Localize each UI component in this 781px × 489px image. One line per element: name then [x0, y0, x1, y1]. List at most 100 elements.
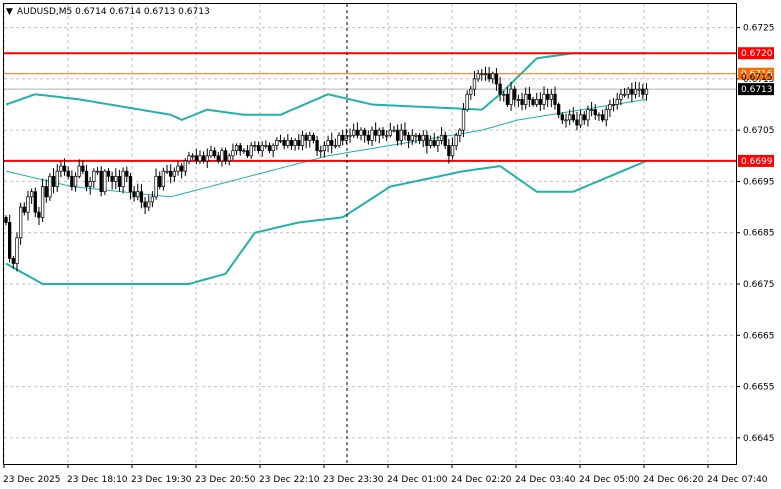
candle-bullish: [458, 129, 462, 136]
candle-bearish: [11, 258, 15, 264]
candle-bullish: [227, 155, 231, 162]
candle-bearish: [51, 175, 56, 187]
candle-bullish: [103, 170, 107, 193]
candle-bullish: [264, 145, 268, 147]
candle-bullish: [150, 196, 155, 203]
candle-bearish: [99, 170, 103, 193]
candle-bullish: [293, 140, 297, 146]
candle-bullish: [95, 170, 100, 173]
x-tick-label: 24 Dec 01:00: [387, 475, 448, 485]
y-tick-label: 0.6705: [743, 126, 775, 136]
level-price-tag: [738, 67, 774, 80]
candle-bullish: [421, 134, 425, 141]
candle-bullish: [278, 140, 283, 142]
current-price-tag: [738, 83, 774, 96]
candle-bullish: [637, 88, 641, 91]
x-tick-label: 23 Dec 18:10: [67, 475, 128, 485]
candle-bullish: [154, 175, 158, 198]
candle-bullish: [253, 145, 257, 147]
candle-bearish: [143, 201, 147, 208]
candle-bullish: [59, 165, 63, 172]
candle-bullish: [516, 99, 521, 101]
candle-bullish: [242, 150, 246, 153]
candle-bearish: [110, 175, 114, 182]
candle-bearish: [553, 93, 557, 105]
candle-bearish: [315, 140, 319, 152]
symbol-dropdown-icon[interactable]: ▼: [6, 7, 13, 17]
x-tick-label: 24 Dec 02:20: [451, 475, 512, 485]
y-tick-label: 0.6645: [743, 434, 775, 444]
candle-bearish: [447, 145, 451, 157]
x-tick-label: 24 Dec 05:00: [579, 475, 640, 485]
candle-bullish: [589, 109, 594, 111]
candle-bullish: [549, 93, 553, 100]
title-group: ▼ AUDUSD,M5 0.6714 0.6714 0.6713 0.6713: [6, 7, 210, 17]
candle-bearish: [132, 191, 136, 198]
candle-bullish: [502, 93, 506, 96]
candle-bullish: [40, 186, 45, 218]
candle-bullish: [615, 99, 619, 105]
candle-bullish: [461, 109, 466, 131]
candle-bullish: [564, 119, 568, 122]
level-price-tag: [738, 47, 774, 60]
bollinger-upper-line: [5, 52, 647, 121]
candle-bullish: [578, 114, 583, 126]
candle-bullish: [183, 160, 187, 172]
candle-bearish: [22, 206, 26, 213]
candle-bearish: [245, 150, 250, 157]
bollinger-lower-line: [5, 159, 647, 285]
y-tick-label: 0.6665: [743, 331, 775, 341]
candle-bullish: [161, 170, 166, 187]
candle-bullish: [29, 191, 34, 198]
candle-bearish: [600, 114, 605, 121]
candle-bearish: [538, 99, 543, 105]
horizontal-levels: [4, 52, 736, 162]
candle-bullish: [480, 73, 484, 76]
candle-bearish: [289, 140, 294, 146]
current-price-label: 0.6713: [741, 85, 773, 95]
x-tick-label: 23 Dec 19:30: [131, 475, 192, 485]
candle-bullish: [348, 134, 352, 137]
candle-bullish: [469, 88, 473, 95]
candle-bullish: [260, 145, 264, 152]
candle-bearish: [363, 129, 367, 136]
candle-bullish: [436, 140, 440, 146]
candle-bullish: [370, 129, 374, 141]
candle-bullish: [542, 93, 546, 105]
candle-bullish: [483, 73, 488, 76]
candle-bullish: [384, 134, 389, 137]
candle-bullish: [476, 73, 480, 80]
candle-bearish: [81, 165, 85, 172]
candle-bearish: [593, 109, 597, 116]
candle-bullish: [209, 150, 213, 157]
candle-bearish: [84, 170, 89, 187]
candle-bullish: [465, 93, 469, 110]
candle-bearish: [571, 114, 575, 121]
candle-bearish: [406, 134, 411, 141]
candle-bullish: [410, 134, 414, 141]
candle-bullish: [586, 109, 590, 121]
candle-bearish: [158, 175, 162, 187]
candle-bullish: [377, 129, 381, 136]
candle-bearish: [395, 129, 400, 141]
x-tick-label: 24 Dec 07:40: [707, 475, 768, 485]
level-price-label: 0.6716: [741, 70, 773, 80]
candle-bullish: [633, 88, 638, 95]
candle-bearish: [223, 150, 228, 162]
candle-bullish: [187, 155, 191, 162]
candle-bearish: [374, 129, 378, 136]
candle-bullish: [337, 134, 341, 146]
candle-bearish: [575, 119, 579, 126]
candle-bullish: [308, 134, 312, 141]
candle-bullish: [388, 129, 392, 136]
candle-bullish: [644, 88, 649, 95]
x-tick-label: 23 Dec 23:30: [323, 475, 384, 485]
candle-bearish: [366, 134, 370, 141]
candle-bearish: [546, 93, 550, 100]
candle-bearish: [194, 155, 198, 162]
candle-bearish: [341, 134, 345, 141]
candle-bullish: [15, 237, 19, 264]
candle-bearish: [527, 93, 532, 100]
level-price-tag: [738, 154, 774, 167]
candle-bullish: [622, 93, 627, 96]
